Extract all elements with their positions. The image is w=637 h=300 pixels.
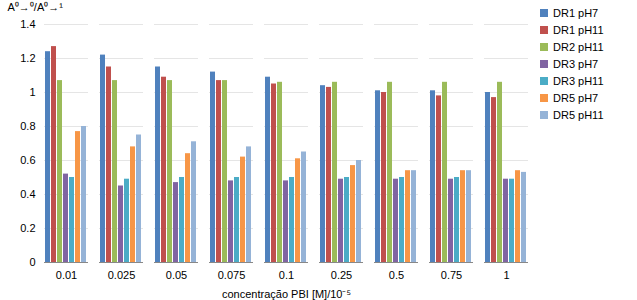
svg-text:1: 1 (29, 86, 35, 98)
html-text:DR1 pH11: DR1 pH11 (553, 23, 604, 36)
svg-text:0.05: 0.05 (166, 269, 187, 281)
svg-text:concentração PBI [M]/10⁻⁵: concentração PBI [M]/10⁻⁵ (222, 288, 351, 300)
svg-text:0.75: 0.75 (441, 269, 462, 281)
svg-text:0.01: 0.01 (56, 269, 77, 281)
svg-text:0.025: 0.025 (108, 269, 136, 281)
html-text:DR1 pH7: DR1 pH7 (553, 6, 599, 19)
svg-text:0.1: 0.1 (279, 269, 294, 281)
svg-text:0.4: 0.4 (20, 188, 35, 200)
svg-text:A⁰→⁰/A⁰→¹: A⁰→⁰/A⁰→¹ (8, 1, 64, 13)
svg-text:0.075: 0.075 (218, 269, 246, 281)
svg-text:0.5: 0.5 (389, 269, 404, 281)
svg-text:1.2: 1.2 (20, 52, 35, 64)
html-text:DR5 pH7: DR5 pH7 (553, 91, 599, 104)
svg-text:1: 1 (503, 269, 509, 281)
svg-text:1.4: 1.4 (20, 18, 35, 30)
svg-text:0: 0 (29, 256, 35, 268)
svg-text:0.6: 0.6 (20, 154, 35, 166)
html-text:DR3 pH11: DR3 pH11 (553, 74, 604, 87)
svg-text:0.8: 0.8 (20, 120, 35, 132)
html-text:DR3 pH7: DR3 pH7 (553, 57, 599, 70)
svg-text:0.2: 0.2 (20, 222, 35, 234)
html-text:DR5 pH11: DR5 pH11 (553, 108, 604, 121)
svg-text:0.25: 0.25 (331, 269, 352, 281)
html-text:DR2 pH11: DR2 pH11 (553, 40, 604, 53)
